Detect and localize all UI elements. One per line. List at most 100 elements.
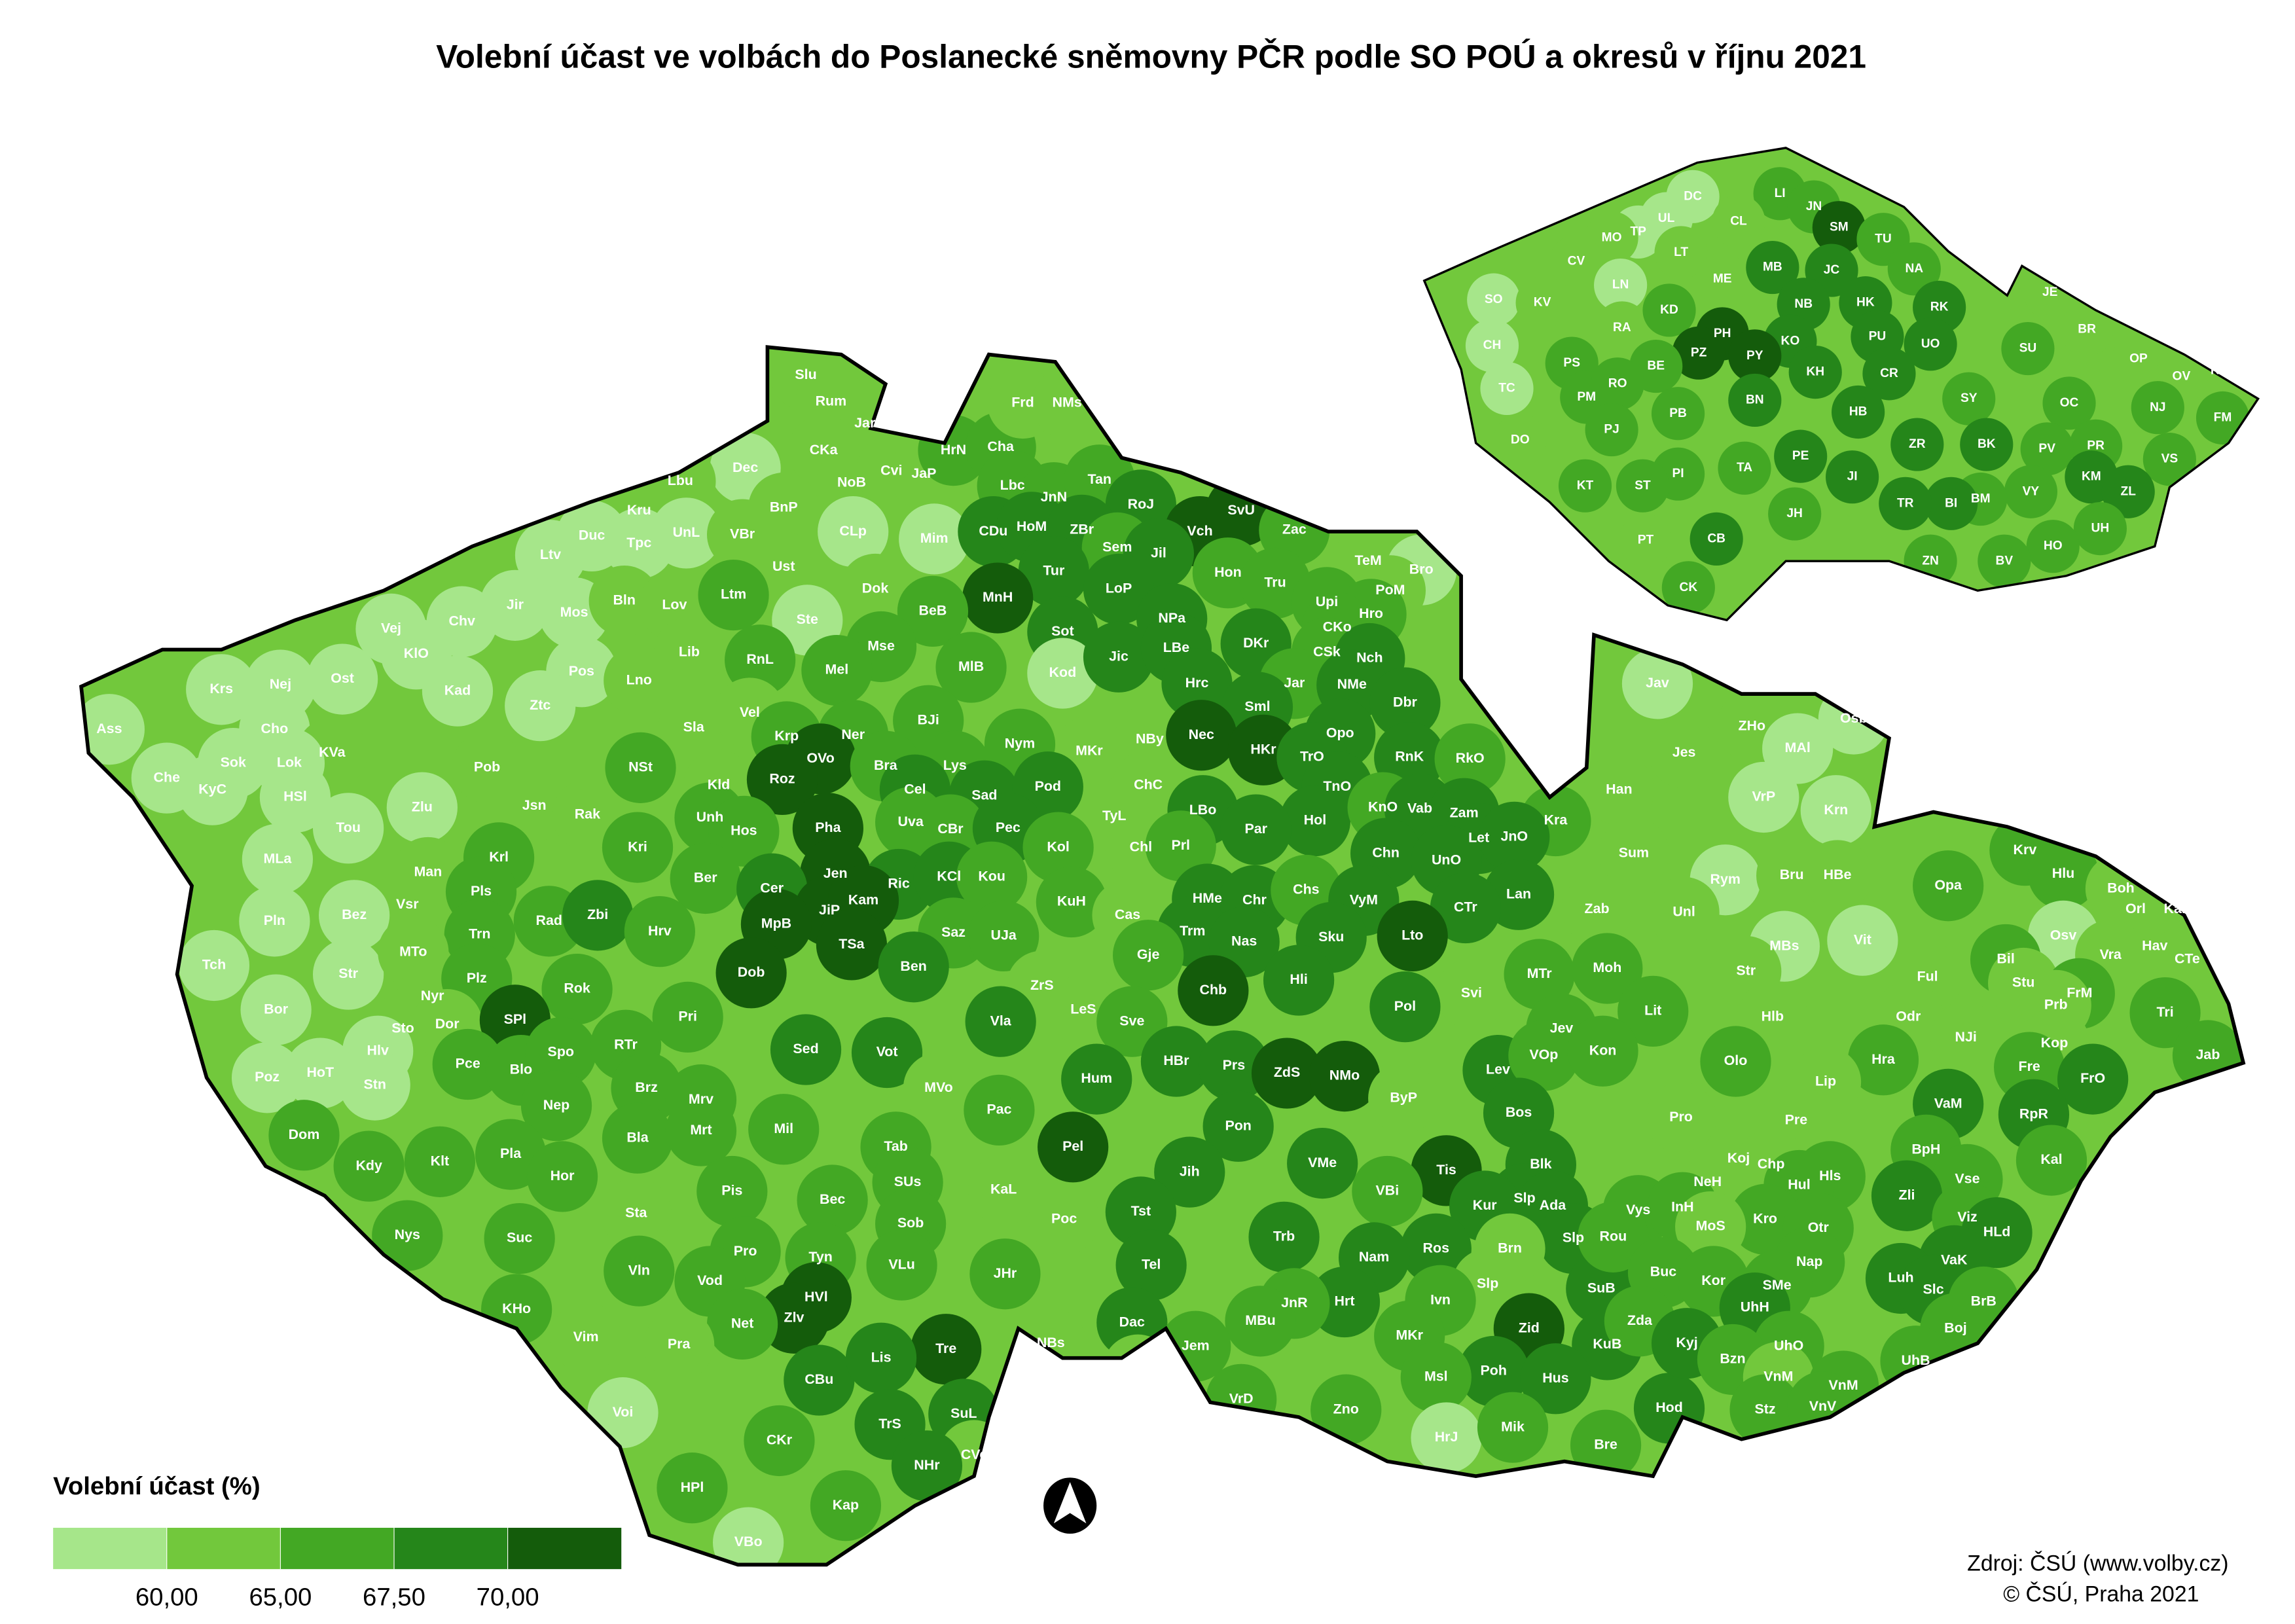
district-label: VnM bbox=[1828, 1377, 1858, 1393]
district-label: Lis bbox=[871, 1349, 892, 1365]
legend-swatch bbox=[393, 1528, 508, 1570]
district-label: KnO bbox=[1368, 799, 1398, 814]
inset-border bbox=[1422, 147, 2260, 622]
district-label: MKr bbox=[1075, 743, 1103, 759]
district-area bbox=[499, 770, 570, 842]
district-area bbox=[1434, 723, 1506, 795]
district-label: Hul bbox=[1788, 1177, 1810, 1193]
district-label: Ztc bbox=[530, 697, 551, 713]
district-label: RkO bbox=[1456, 750, 1485, 766]
district-area bbox=[239, 886, 310, 957]
district-label: Hlv bbox=[367, 1042, 389, 1058]
district-label: Trb bbox=[1273, 1228, 1295, 1244]
district-label: Vra bbox=[2099, 947, 2122, 962]
district-label: Chl bbox=[1130, 839, 1152, 854]
district-label: NoB bbox=[837, 474, 866, 490]
district-area bbox=[1178, 955, 1249, 1026]
district-label: Lbc bbox=[1000, 477, 1025, 493]
district-label: TSa bbox=[839, 936, 865, 952]
district-area bbox=[1930, 1002, 2002, 1074]
district-label: Lev bbox=[1486, 1062, 1510, 1077]
district-label: Jir bbox=[507, 597, 524, 613]
district-label: NJ bbox=[2150, 401, 2165, 414]
district-label: Vln bbox=[628, 1262, 650, 1278]
district-label: Tan bbox=[1087, 471, 1111, 487]
district-label: NSt bbox=[628, 759, 653, 775]
district-label: CTe bbox=[2175, 951, 2200, 967]
district-label: NMs bbox=[1053, 395, 1082, 410]
district-label: DO bbox=[1511, 433, 1530, 446]
district-label: OP bbox=[2129, 352, 2148, 365]
district-area bbox=[1369, 667, 1441, 738]
district-area bbox=[818, 496, 889, 568]
district-area bbox=[1480, 361, 1534, 415]
district-area bbox=[1661, 561, 1715, 615]
district-label: Slc bbox=[1923, 1282, 1944, 1297]
district-label: KI bbox=[2211, 363, 2223, 377]
district-label: Bru bbox=[1780, 867, 1804, 882]
district-label: JC bbox=[1824, 263, 1840, 277]
district-label: HKr bbox=[1250, 741, 1276, 757]
district-area bbox=[1978, 534, 2031, 588]
district-label: CBr bbox=[937, 821, 963, 837]
legend-swatch bbox=[280, 1528, 394, 1570]
district-area bbox=[748, 472, 820, 544]
district-label: BR bbox=[2078, 322, 2096, 336]
district-label: Vel bbox=[740, 704, 760, 720]
district-label: Lan bbox=[1506, 886, 1531, 901]
district-area bbox=[1728, 329, 1782, 383]
district-label: CDu bbox=[979, 523, 1007, 539]
district-area bbox=[515, 520, 587, 591]
district-label: Pos bbox=[569, 663, 594, 679]
district-label: VS bbox=[2161, 452, 2178, 466]
district-label: Vys bbox=[1626, 1202, 1650, 1218]
district-area bbox=[451, 732, 523, 803]
district-label: Cer bbox=[760, 880, 784, 895]
district-label: HSl bbox=[283, 789, 307, 804]
district-label: Sot bbox=[1051, 623, 1074, 639]
district-label: Sml bbox=[1244, 698, 1270, 714]
district-area bbox=[1648, 876, 1720, 948]
district-area bbox=[432, 1028, 503, 1100]
district-label: Bln bbox=[613, 592, 635, 608]
district-label: Sed bbox=[793, 1041, 818, 1056]
district-label: Tou bbox=[336, 820, 361, 835]
district-area bbox=[1309, 1266, 1381, 1338]
district-label: Pln bbox=[264, 912, 285, 928]
district-label: Bil bbox=[1997, 951, 2014, 967]
district-area bbox=[1083, 621, 1155, 693]
district-label: Rym bbox=[1710, 871, 1740, 887]
district-label: HBr bbox=[1163, 1053, 1189, 1068]
district-label: Hlu bbox=[2052, 865, 2074, 881]
district-label: ChC bbox=[1134, 777, 1163, 793]
district-area bbox=[1567, 1015, 1638, 1087]
district-label: RTr bbox=[614, 1036, 638, 1052]
district-area bbox=[1598, 818, 1670, 889]
district-label: Sku bbox=[1318, 929, 1344, 945]
district-label: VrD bbox=[1229, 1391, 1254, 1407]
district-label: Pha bbox=[815, 820, 841, 835]
district-label: Lov bbox=[662, 597, 687, 613]
district-label: Otr bbox=[1808, 1219, 1829, 1235]
district-area bbox=[1960, 418, 2014, 471]
district-label: Chn bbox=[1372, 844, 1400, 860]
district-label: TC bbox=[1498, 381, 1515, 395]
district-area bbox=[525, 1017, 596, 1089]
district-label: PT bbox=[1638, 533, 1654, 547]
district-label: CVe bbox=[961, 1447, 988, 1462]
district-label: VyM bbox=[1350, 892, 1378, 907]
district-area bbox=[1465, 319, 1519, 372]
district-label: Kol bbox=[1047, 839, 1069, 854]
district-label: Opa bbox=[1934, 877, 1962, 893]
district-label: UhO bbox=[1774, 1337, 1803, 1353]
district-area bbox=[1115, 1229, 1187, 1301]
district-label: Duc bbox=[579, 528, 605, 543]
district-label: Pol bbox=[1394, 998, 1416, 1014]
district-label: Viz bbox=[1957, 1209, 1978, 1225]
district-area bbox=[1642, 283, 1696, 337]
district-label: NMe bbox=[1337, 676, 1367, 692]
district-label: Str bbox=[338, 965, 358, 981]
district-label: MKr bbox=[1396, 1327, 1423, 1343]
district-label: BeB bbox=[919, 603, 947, 619]
district-label: SvU bbox=[1227, 502, 1255, 518]
